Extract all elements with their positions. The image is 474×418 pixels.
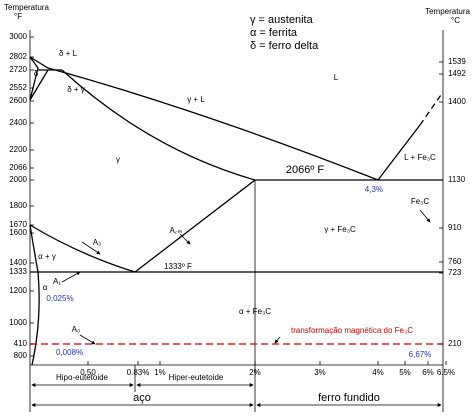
x-tick-label: 2% [249,368,261,377]
y-tick-label: 2600 [9,96,27,105]
bracket-label: ferro fundido [318,392,380,404]
region-label: A꜀ₘ [169,226,182,235]
y2-tick-label: 1539 [448,57,466,66]
region-label: Fe₃C [411,197,430,206]
x-tick-label: 0.50 [80,368,96,377]
frame [29,30,444,366]
region-label: γ + L [187,95,205,104]
legend-entry: δ = ferro delta [250,40,319,52]
y-tick-label: 2552 [9,83,27,92]
y2-tick-label: 1400 [448,97,466,106]
y-tick-label: 2200 [9,145,27,154]
legend-entry: α = ferrita [250,27,298,39]
x-tick-label: 4% [372,368,384,377]
x-tick-label: 3% [314,368,326,377]
y-tick-label: 1400 [9,258,27,267]
region-label: A₀ [72,325,81,334]
x-tick-label: 6.5% [437,368,455,377]
x-tick-label: 0.83% [127,368,150,377]
bracket-label: aço [133,392,151,404]
x-tick-label: 1% [154,368,166,377]
region-label: L + Fe₃C [404,153,436,162]
y2-tick-label: 1492 [448,69,466,78]
y-tick-label: 1800 [9,201,27,210]
y2-tick-label: 910 [448,223,462,232]
y-tick-label: 2802 [9,52,27,61]
y-tick-label: 410 [14,339,28,348]
axis-title: °F [14,12,22,21]
region-label: L [334,73,339,82]
x-tick-label: 5% [399,368,411,377]
bracket-label: Hiper-eutetoide [169,373,224,382]
axis-title: Temperatura [425,7,470,16]
y-tick-label: 1200 [9,286,27,295]
bracket-label: Hipo-eutetoide [56,373,109,382]
y2-tick-label: 760 [448,257,462,266]
y-tick-label: 1333 [9,267,27,276]
region-label: γ [116,155,120,164]
region-label: 0,008% [56,348,83,357]
y-tick-label: 2000 [9,175,27,184]
y2-tick-label: 1130 [448,175,466,184]
y2-tick-label: 723 [448,268,462,277]
axis-title: °C [451,16,460,25]
y-tick-label: 800 [14,351,28,360]
y-tick-label: 2400 [9,118,27,127]
region-label: α + Fe₃C [239,307,271,316]
region-label: A₃ [93,238,102,247]
region-label: δ + L [59,49,78,58]
y-tick-label: 2066 [9,163,27,172]
region-label: A₁ [53,277,61,286]
region-label: α + γ [38,252,56,261]
brackets [29,365,444,412]
y-tick-label: 1000 [9,318,27,327]
y-tick-label: 2720 [9,65,27,74]
x-tick-label: 6% [422,368,434,377]
region-label: transformação magnética do Fe₃C [291,326,413,335]
axis-title: Temperatura [4,3,49,12]
region-label: δ [34,69,39,78]
legend-entry: γ = austenita [250,14,314,26]
region-label: 1333º F [164,262,192,271]
region-label: 4,3% [365,185,383,194]
y2-tick-label: 210 [448,339,462,348]
y-tick-label: 1670 [9,220,27,229]
region-label: 2066º F [286,164,325,176]
region-label: δ + γ [67,85,85,94]
y-tick-label: 1600 [9,228,27,237]
region-label: γ + Fe₃C [324,225,356,234]
phase-lines [29,56,444,366]
y-tick-label: 3000 [9,32,27,41]
region-label: α [43,283,48,292]
region-label: 6,67% [409,350,432,359]
region-label: 0,025% [46,294,73,303]
